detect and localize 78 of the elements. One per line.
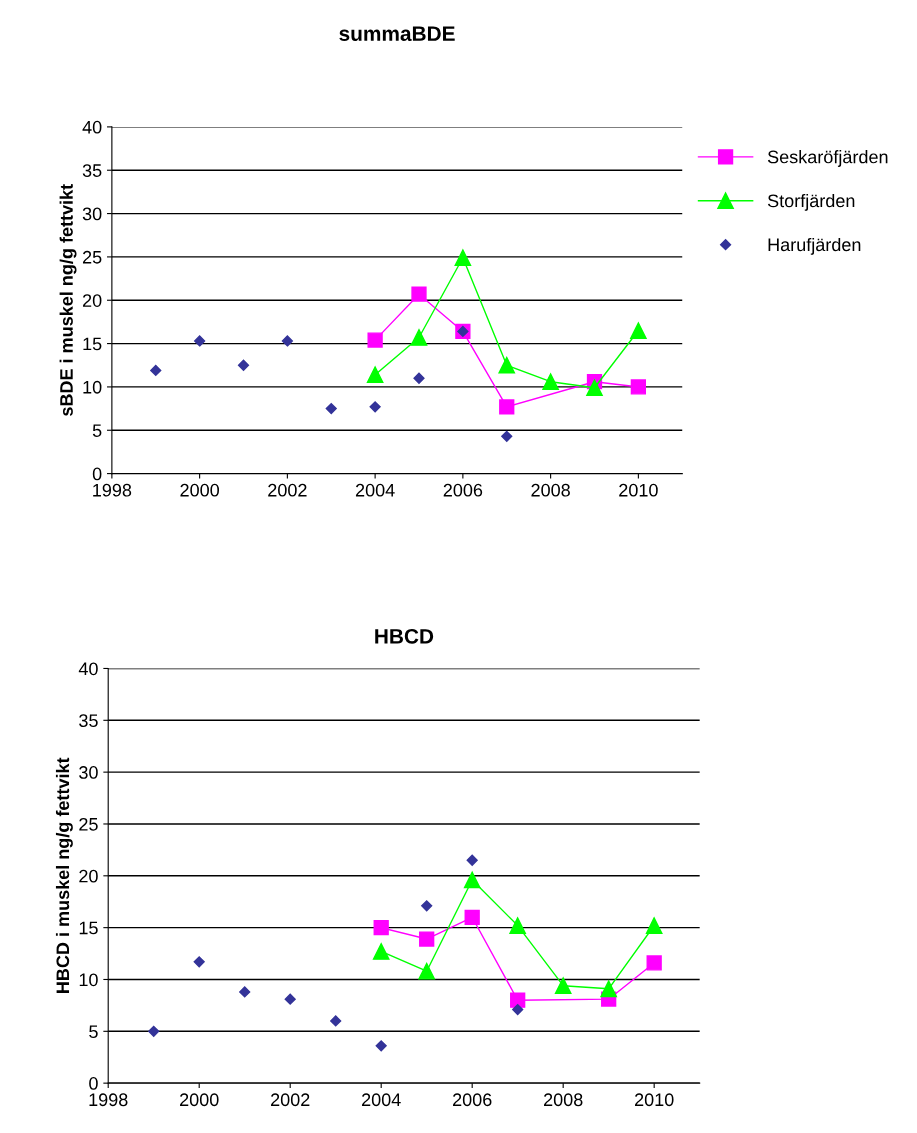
point [498, 356, 516, 374]
x-tick-label: 2002 [271, 1093, 310, 1107]
point [499, 399, 515, 415]
y-tick-label: 0 [89, 1077, 98, 1090]
point [281, 335, 293, 347]
point [375, 1040, 387, 1052]
point [330, 1015, 342, 1027]
point [464, 909, 480, 925]
point [367, 332, 383, 348]
point [586, 379, 603, 397]
point [411, 286, 427, 302]
y-tick-label: 25 [82, 250, 102, 264]
point [193, 956, 205, 968]
y-tick-label: 25 [79, 817, 98, 831]
chart-title: HBCD [375, 628, 434, 644]
point [369, 401, 381, 413]
point [542, 373, 559, 391]
x-tick-label: 2000 [180, 1093, 219, 1107]
y-tick-label: 20 [82, 294, 102, 307]
point [646, 955, 662, 971]
point [501, 430, 513, 442]
x-tick-label: 2004 [355, 483, 395, 497]
y-tick-label: 15 [83, 337, 102, 351]
point [237, 359, 250, 371]
point [554, 977, 572, 995]
chart-title: summaBDE [339, 26, 455, 41]
legend-label: Storfjärden [767, 193, 855, 211]
point [463, 871, 481, 889]
legend-label: Seskaröfjärden [767, 150, 888, 167]
point [239, 986, 251, 998]
y-tick-label: 30 [82, 207, 102, 221]
point [630, 322, 647, 339]
y-tick-label: 5 [89, 1025, 98, 1039]
x-tick-label: 2010 [619, 483, 658, 497]
x-tick-label: 1998 [93, 483, 132, 497]
point [194, 335, 206, 347]
point [512, 1003, 524, 1016]
x-tick-label: 2010 [635, 1093, 674, 1107]
y-axis-title: sBDE i muskel ng/g fettvikt [59, 184, 77, 416]
point [284, 993, 296, 1005]
x-tick-label: 1998 [89, 1093, 128, 1107]
y-tick-label: 35 [79, 714, 98, 728]
point [419, 931, 435, 947]
y-tick-label: 20 [79, 869, 98, 883]
y-tick-label: 0 [92, 467, 102, 481]
point [454, 249, 472, 267]
point [372, 943, 390, 960]
point [418, 962, 436, 980]
y-tick-label: 10 [79, 973, 98, 987]
x-tick-label: 2006 [443, 483, 483, 497]
y-tick-label: 40 [78, 662, 98, 676]
x-tick-label: 2004 [362, 1093, 401, 1107]
point [466, 854, 478, 866]
y-tick-label: 30 [79, 766, 98, 779]
point [645, 917, 663, 934]
y-tick-label: 40 [82, 120, 102, 134]
y-tick-label: 5 [92, 424, 102, 437]
point [509, 917, 527, 934]
x-tick-label: 2006 [453, 1093, 492, 1107]
legend-label: Harufjärden [768, 237, 861, 255]
point [410, 329, 428, 346]
point [600, 980, 618, 998]
x-tick-label: 2008 [531, 483, 570, 497]
point [373, 920, 389, 936]
x-tick-label: 2002 [268, 483, 307, 497]
point [413, 372, 425, 384]
x-tick-label: 2008 [544, 1093, 583, 1107]
point [325, 402, 337, 415]
y-tick-label: 10 [83, 380, 102, 394]
y-tick-label: 15 [79, 921, 98, 935]
x-tick-label: 2000 [180, 483, 219, 497]
point [421, 900, 433, 912]
point [630, 379, 647, 395]
y-tick-label: 35 [82, 164, 102, 177]
y-axis-title: HBCD i muskel ng/g fettvikt [55, 757, 73, 993]
point [366, 366, 384, 384]
point [150, 364, 162, 377]
point [148, 1025, 160, 1037]
